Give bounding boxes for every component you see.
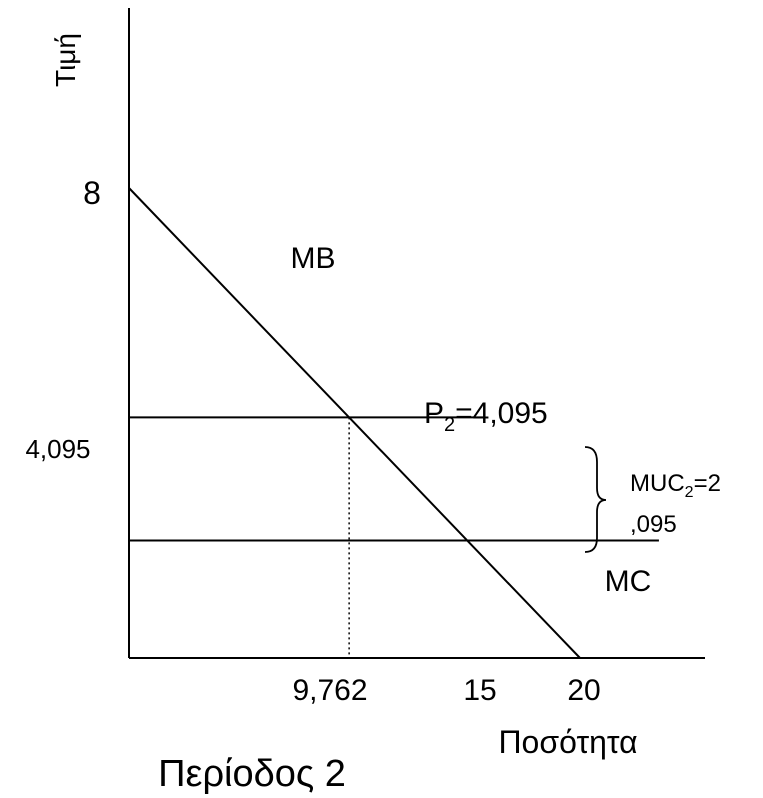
x-tick-label: 20 bbox=[567, 674, 600, 707]
x-axis-label: Ποσότητα bbox=[498, 724, 637, 760]
muc-label-line2: ,095 bbox=[630, 511, 677, 538]
caption: Περίοδος 2 bbox=[158, 753, 346, 795]
x-tick-label: 9,762 bbox=[292, 674, 367, 707]
price-label-rest: =4,095 bbox=[455, 397, 548, 430]
y-axis-label: Τιμή bbox=[50, 33, 81, 87]
mb-label: MB bbox=[291, 242, 336, 275]
x-tick-label: 15 bbox=[463, 674, 496, 707]
muc-label-sub: 2 bbox=[685, 484, 694, 501]
price-label-main: P bbox=[424, 397, 444, 430]
muc-label-main: MUC bbox=[630, 470, 685, 497]
y-tick-label: 8 bbox=[83, 175, 101, 211]
y-tick-label: 4,095 bbox=[25, 434, 90, 464]
mc-label: MC bbox=[605, 565, 652, 598]
price-label: P2=4,095 bbox=[424, 397, 548, 436]
mb-curve bbox=[128, 187, 581, 659]
curly-brace bbox=[584, 446, 607, 553]
muc-label-rest: =2 bbox=[694, 470, 721, 497]
muc-label-line1: MUC2=2 bbox=[630, 470, 721, 501]
price-label-sub: 2 bbox=[444, 414, 455, 436]
